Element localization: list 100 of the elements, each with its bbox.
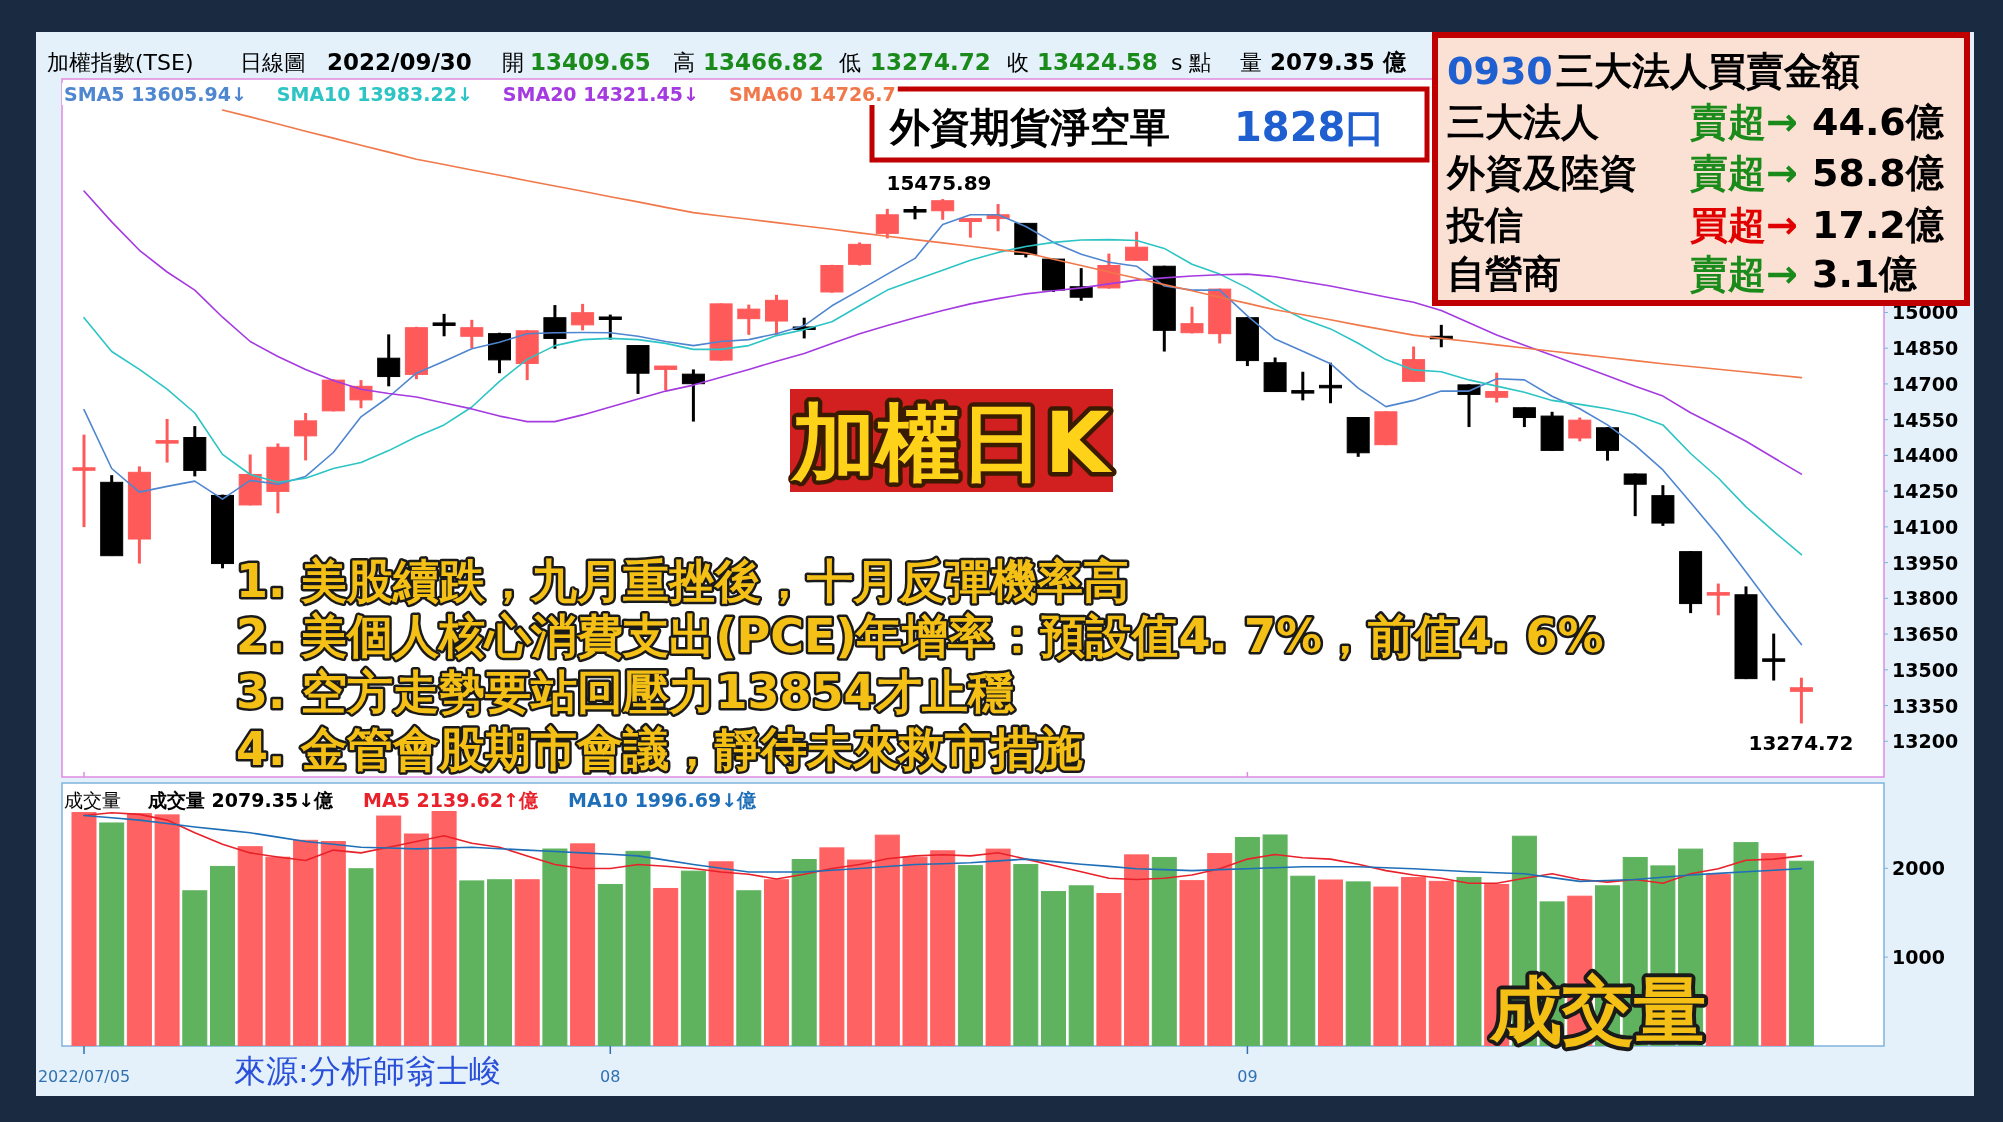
candlestick [1319,362,1342,405]
y-tick-label: 13950 [1892,551,1959,574]
bar [265,856,291,1046]
candlestick [958,218,982,238]
bar [791,859,817,1046]
bar [736,890,762,1046]
bar [1234,836,1260,1046]
candlestick [377,334,401,387]
candlestick [931,199,955,220]
bar [874,834,900,1046]
bar [625,850,651,1046]
bar [376,815,402,1046]
text: 2022/09/30 [327,49,472,75]
candlestick [432,312,456,337]
y-tick-label: 13650 [1892,623,1959,646]
candlestick [571,302,595,331]
y-tick-label: 14250 [1892,480,1959,503]
bar [1262,834,1288,1046]
bar [1013,864,1039,1046]
bar [819,847,845,1046]
candlestick [1125,231,1149,261]
bar [459,880,485,1046]
bar [1207,853,1233,1046]
annotation: 3.1億 [1812,252,1919,296]
bar [680,870,706,1046]
text: 13466.82 [703,49,824,75]
candlestick [1402,346,1426,382]
annotation: 0930 [1447,49,1553,93]
text: 來源:分析師翁士峻 [234,1052,501,1090]
x-tick-label: 2022/07/05 [37,1067,131,1086]
y-tick-label: 14550 [1892,408,1959,431]
bar [1318,879,1343,1046]
text: s 點 [1171,50,1212,75]
annotation: 買超→ [1690,203,1798,247]
bar [1733,842,1759,1046]
bar [1788,860,1814,1046]
annotation: 44.6億 [1812,100,1945,144]
candlestick [598,314,622,340]
annotation: 4. 金管會股期市會議，靜待未來救市措施 [236,722,1084,776]
bar [99,822,125,1046]
y-tick-label: 2000 [1892,857,1945,880]
candlestick [349,380,373,410]
candlestick [1789,677,1813,724]
bar [1124,854,1150,1046]
bar [570,843,596,1046]
candlestick [1596,427,1619,461]
bar [957,865,983,1046]
text: MA10 1996.69↓億 [567,789,758,811]
series-label: MA5 2139.62↑億 [363,789,539,811]
annotation: 1828口 [1234,104,1386,150]
bar [487,879,512,1046]
candlestick [543,305,567,349]
y-tick-label: 14850 [1892,337,1959,360]
annotation: 外資期貨淨空單 [889,104,1170,150]
text: 13424.58 [1037,49,1158,75]
annotation: 58.8億 [1812,151,1945,195]
annotation: 2. 美個人核心消費支出(PCE)年增率：預設值4. 7%，前值4. 6% [236,609,1604,663]
bar [1068,885,1094,1046]
candlestick [848,242,872,266]
bar [237,846,263,1046]
candlestick [1512,407,1536,429]
x-tick-label: 09 [1237,1067,1258,1086]
text: 高 [673,50,695,75]
bar [1345,881,1371,1046]
bar [126,813,152,1046]
y-tick-label: 14700 [1892,372,1959,395]
bar [847,859,873,1046]
candlestick [1762,633,1786,681]
y-tick-label: 13350 [1892,694,1959,717]
bar [1761,853,1787,1046]
series-label: 成交量 2079.35↓億 [147,789,335,811]
bar [71,812,97,1046]
y-tick-label: 14400 [1892,444,1959,467]
bar [985,848,1011,1046]
annotation: 17.2億 [1812,203,1945,247]
candlestick [1485,372,1509,403]
y-tick-label: 14100 [1892,515,1959,538]
candlestick [1291,370,1315,401]
annotation: 外資及陸資 [1446,151,1637,195]
bar [1179,880,1205,1046]
x-tick-label: 08 [600,1067,621,1086]
annotation: 賣超→ [1689,252,1798,296]
bar [182,890,208,1046]
bar [542,848,568,1046]
candlestick [681,369,705,422]
bar [154,814,180,1046]
candlestick [737,304,761,335]
bar [1151,856,1177,1046]
bar [1096,893,1122,1046]
annotation: 成交量 [64,789,121,811]
text: SMA5 13605.94↓ [64,83,247,105]
text: SMA10 13983.22↓ [276,83,473,105]
text: 加權指數(TSE) [47,50,194,75]
bar [1456,876,1482,1046]
bar [902,856,928,1046]
annotation: 賣超→ [1689,151,1798,195]
bar [1373,886,1399,1046]
annotation: 13274.72 [1748,731,1854,755]
text: 日線圖 [240,50,306,75]
text: 收 [1007,50,1029,75]
